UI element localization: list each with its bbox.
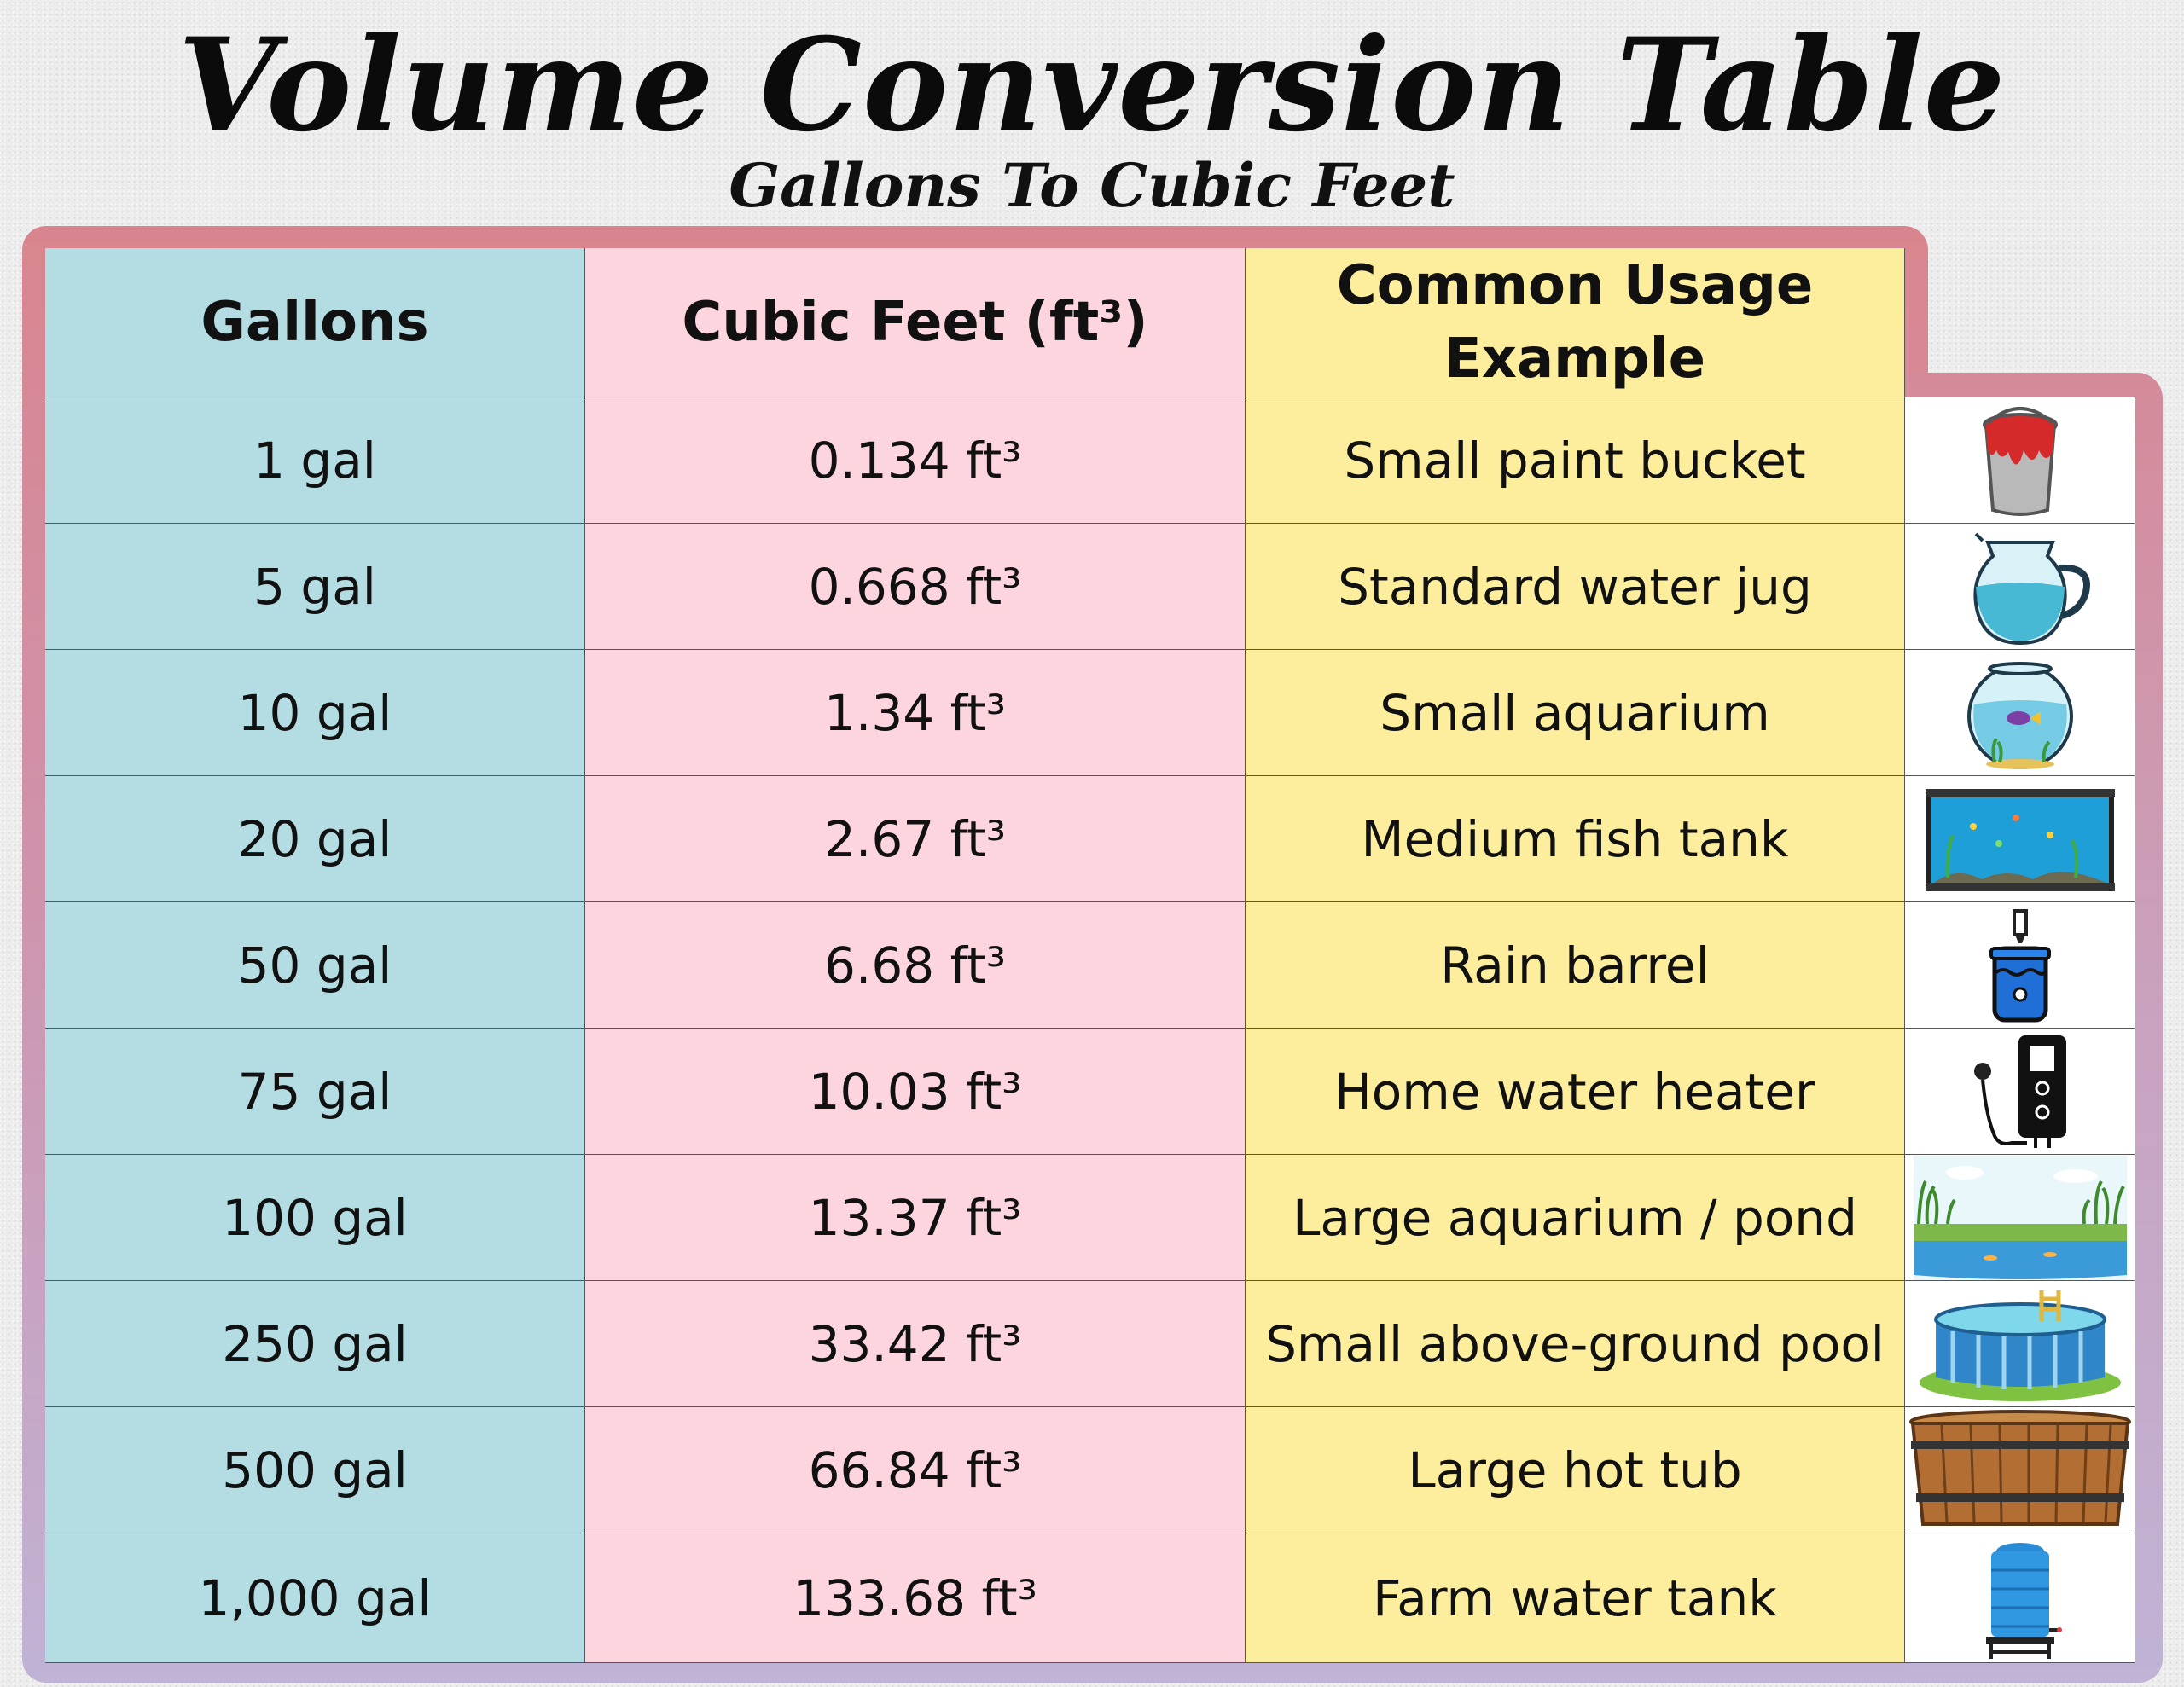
usage-cell: Rain barrel — [1246, 902, 1905, 1029]
image-cell — [1905, 1281, 2135, 1407]
water-heater-icon — [1973, 1035, 2066, 1148]
cubic-feet-cell: 33.42 ft³ — [585, 1281, 1246, 1407]
table-row: 1 gal 0.134 ft³ Small paint bucket — [45, 397, 2135, 524]
cubic-feet-cell: 13.37 ft³ — [585, 1155, 1246, 1281]
pond-icon — [1913, 1155, 2127, 1280]
cubic-feet-cell: 6.68 ft³ — [585, 902, 1246, 1029]
page-title: Volume Conversion Table — [177, 10, 2007, 160]
gallons-cell: 50 gal — [45, 902, 585, 1029]
gallons-cell: 20 gal — [45, 776, 585, 902]
table-row: 100 gal 13.37 ft³ Large aquarium / pond — [45, 1155, 2135, 1281]
rain-barrel-icon — [1989, 908, 2051, 1022]
usage-cell: Standard water jug — [1246, 524, 1905, 650]
table-row: 10 gal 1.34 ft³ Small aquarium — [45, 650, 2135, 776]
paint-bucket-icon — [1982, 406, 2058, 516]
image-cell — [1905, 1155, 2135, 1281]
gallons-cell: 75 gal — [45, 1029, 585, 1155]
fishbowl-icon — [1966, 661, 2073, 769]
image-cell — [1905, 524, 2135, 650]
table-row: 50 gal 6.68 ft³ Rain barrel — [45, 902, 2135, 1029]
cubic-feet-cell: 1.34 ft³ — [585, 650, 1246, 776]
usage-cell: Small paint bucket — [1246, 397, 1905, 524]
gallons-cell: 100 gal — [45, 1155, 585, 1281]
header-gallons: Gallons — [45, 248, 585, 397]
table-row: 5 gal 0.668 ft³ Standard water jug — [45, 524, 2135, 650]
gallons-cell: 10 gal — [45, 650, 585, 776]
table-row: 20 gal 2.67 ft³ Medium fish tank — [45, 776, 2135, 902]
cubic-feet-cell: 0.668 ft³ — [585, 524, 1246, 650]
usage-cell: Small above-ground pool — [1246, 1281, 1905, 1407]
table-row: 250 gal 33.42 ft³ Small above-ground poo… — [45, 1281, 2135, 1407]
water-tank-icon — [1985, 1542, 2062, 1659]
usage-cell: Large aquarium / pond — [1246, 1155, 1905, 1281]
image-cell — [1905, 902, 2135, 1029]
conversion-table: Gallons Cubic Feet (ft³) Common Usage Ex… — [45, 248, 2135, 1663]
cubic-feet-cell: 10.03 ft³ — [585, 1029, 1246, 1155]
cubic-feet-cell: 133.68 ft³ — [585, 1533, 1246, 1663]
usage-cell: Large hot tub — [1246, 1407, 1905, 1533]
table-row: 1,000 gal 133.68 ft³ Farm water tank — [45, 1533, 2135, 1663]
header-cubic-feet: Cubic Feet (ft³) — [585, 248, 1246, 397]
fish-tank-icon — [1925, 788, 2115, 891]
usage-cell: Small aquarium — [1246, 650, 1905, 776]
image-cell — [1905, 1029, 2135, 1155]
table-row: 75 gal 10.03 ft³ Home water heater — [45, 1029, 2135, 1155]
page-subtitle: Gallons To Cubic Feet — [729, 150, 1455, 221]
table-row: 500 gal 66.84 ft³ Large hot tub — [45, 1407, 2135, 1533]
image-cell — [1905, 1407, 2135, 1533]
image-cell — [1905, 1533, 2135, 1663]
cubic-feet-cell: 2.67 ft³ — [585, 776, 1246, 902]
water-jug-icon — [1972, 532, 2090, 645]
gallons-cell: 250 gal — [45, 1281, 585, 1407]
gallons-cell: 1 gal — [45, 397, 585, 524]
cubic-feet-cell: 0.134 ft³ — [585, 397, 1246, 524]
image-cell — [1905, 650, 2135, 776]
header-usage-example: Common Usage Example — [1246, 248, 1905, 397]
gallons-cell: 1,000 gal — [45, 1533, 585, 1663]
usage-cell: Farm water tank — [1246, 1533, 1905, 1663]
usage-cell: Home water heater — [1246, 1029, 1905, 1155]
image-cell — [1905, 776, 2135, 902]
above-ground-pool-icon — [1919, 1290, 2121, 1401]
gallons-cell: 5 gal — [45, 524, 585, 650]
gallons-cell: 500 gal — [45, 1407, 585, 1533]
hot-tub-icon — [1908, 1409, 2131, 1526]
image-cell — [1905, 397, 2135, 524]
usage-cell: Medium fish tank — [1246, 776, 1905, 902]
cubic-feet-cell: 66.84 ft³ — [585, 1407, 1246, 1533]
table-header-row: Gallons Cubic Feet (ft³) Common Usage Ex… — [45, 248, 1905, 397]
